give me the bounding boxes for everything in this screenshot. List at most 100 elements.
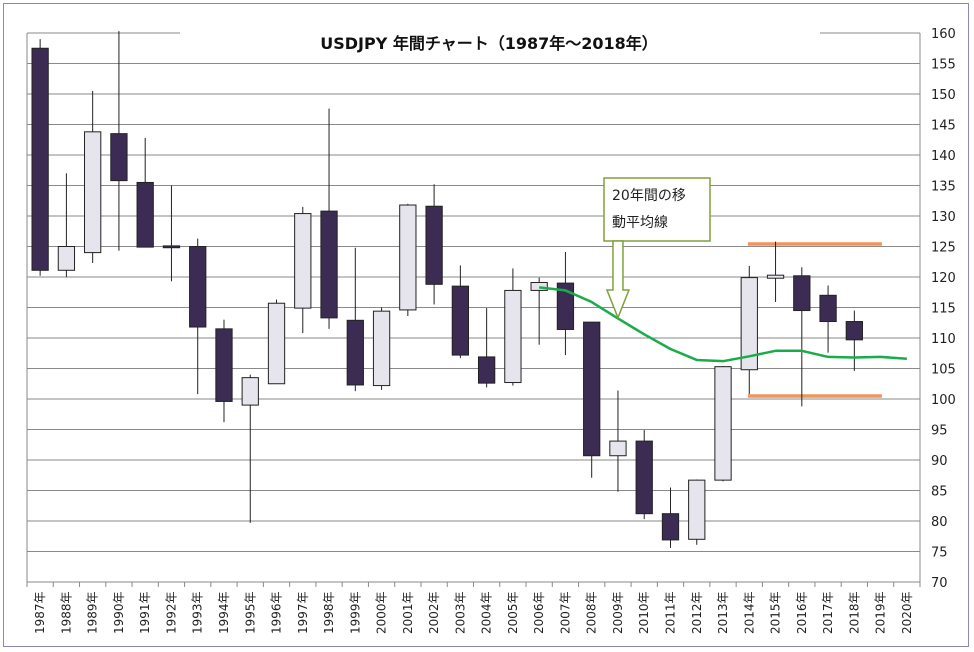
x-tick-label: 1998年 [322,591,336,634]
x-tick-label: 2004年 [480,591,494,634]
y-tick-label: 70 [931,576,948,591]
x-tick-label: 1995年 [243,591,257,634]
candle [189,238,207,395]
candle [793,267,811,407]
candle-body [110,133,128,182]
candle-body [556,282,575,330]
y-tick-label: 80 [931,515,948,530]
x-tick-label: 2002年 [427,591,441,634]
x-tick-label: 2008年 [585,591,599,634]
candle-body [635,440,653,515]
x-tick-label: 2003年 [453,591,467,634]
candle [162,185,181,282]
candle [556,251,575,356]
x-tick-label: 1999年 [348,591,362,634]
candle [425,184,443,305]
candle [504,268,522,386]
candle [477,308,496,388]
candle-body [530,281,548,291]
candle [766,241,785,303]
y-axis-ticks: 70 75 80 85 90 95 100 105 110 115 120 125 130 135 140 1… [931,27,956,591]
candles [31,31,863,548]
grid-layer [26,32,921,583]
x-tick-label: 1993年 [191,591,205,634]
candle [267,299,286,385]
candle [84,90,102,263]
x-tick-label: 1994年 [217,591,231,634]
candle-body [740,277,758,371]
x-tick-label: 2014年 [742,591,756,634]
candle-body [766,274,785,279]
y-tick-label: 160 [931,27,956,42]
candle-body [162,245,181,249]
x-tick-label: 2001年 [401,591,415,634]
candle [110,31,128,251]
resistance-support-lines [747,242,882,398]
y-tick-label: 130 [931,210,956,225]
x-tick-label: 2012年 [690,591,704,634]
x-tick-label: 2015年 [769,591,783,634]
y-tick-label: 75 [931,546,948,561]
x-tick-label: 1988年 [59,591,73,634]
candle [399,203,417,317]
candle-body [793,275,811,312]
candle [583,321,601,478]
y-tick-label: 135 [931,180,956,195]
candle [57,173,76,277]
x-tick-label: 2013年 [716,591,730,634]
x-tick-label: 2005年 [506,591,520,634]
candle [31,39,49,276]
candle [241,374,259,523]
x-tick-label: 1987年 [33,591,47,634]
candle [294,206,312,334]
x-tick-label: 1996年 [270,591,284,634]
candle [320,108,338,329]
x-tick-label: 2010年 [637,591,651,634]
x-tick-label: 2017年 [821,591,835,634]
y-tick-label: 140 [931,149,956,164]
x-tick-label: 1997年 [296,591,310,634]
candle [530,277,548,345]
y-tick-label: 155 [931,58,956,73]
x-tick-label: 2020年 [900,591,914,634]
y-tick-label: 100 [931,393,956,408]
y-tick-label: 150 [931,88,956,103]
y-tick-label: 110 [931,332,956,347]
annotation-text-line2: 動平均線 [612,215,668,231]
candle [819,285,837,353]
x-axis-ticks: 1987年 1988年 1989年 1990年 1991年 1992年 1993年 1994年… [26,582,921,634]
candle-body [819,294,837,323]
candle-body [425,205,443,285]
x-tick-label: 2011年 [663,591,677,634]
candle [346,247,364,392]
x-tick-label: 1991年 [138,591,152,634]
candle [136,137,154,248]
x-tick-label: 1989年 [86,591,100,634]
y-tick-label: 145 [931,119,956,134]
candle-body [583,321,601,457]
x-tick-label: 2009年 [611,591,625,634]
candle-body [31,47,49,271]
candle-body [346,319,364,386]
annotation-box [603,177,711,242]
y-tick-label: 85 [931,485,948,500]
x-tick-label: 2007年 [558,591,572,634]
candle-body [189,246,207,328]
candle [635,430,653,520]
candle [845,310,863,371]
x-tick-label: 1992年 [164,591,178,634]
annotation-layer: 20年間の移 動平均線 [603,177,711,320]
annotation-text-line1: 20年間の移 [612,188,686,204]
candle [688,479,706,545]
candle-body [241,377,259,406]
chart-frame [3,3,969,647]
x-tick-label: 2006年 [532,591,546,634]
x-tick-label: 2016年 [795,591,809,634]
candle-body [57,246,76,271]
candle [372,307,391,390]
candle-body [688,479,706,540]
y-tick-label: 90 [931,454,948,469]
candle-body [845,321,863,341]
annotation-arrow [605,240,631,320]
